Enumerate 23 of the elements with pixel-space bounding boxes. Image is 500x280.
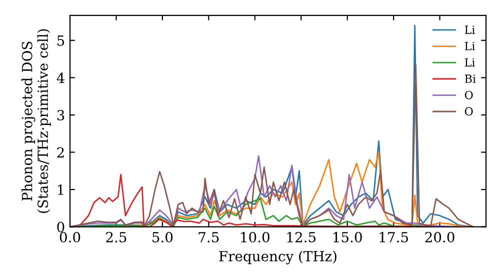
y-axis-title: Phonon projected DOS (States/THz·primitive cell) [22,29,51,213]
y-tick-label: 4 [56,72,64,83]
x-axis-title: Frequency (THz) [219,250,336,264]
y-tick-label: 2 [57,147,64,158]
x-tick-label: 15.0 [334,232,362,242]
x-tick-label: 10.0 [241,232,270,242]
legend-label: Li [464,42,475,50]
y-tick-label: 1 [58,184,64,195]
y-tick-label: 5 [57,36,64,46]
x-tick-label: 2.5 [106,232,126,242]
x-tick-label: 12.5 [287,232,316,242]
legend-label: Li [464,58,475,66]
x-tick-label: 0.0 [60,232,80,242]
legend-label: O [464,90,473,100]
legend-label: O [464,107,473,116]
legend-label: Bi [464,74,476,83]
legend-label: Li [464,26,475,34]
x-tick-label: 7.5 [198,232,219,242]
x-tick-label: 5.0 [152,232,173,242]
y-tick-label: 3 [57,110,64,120]
x-tick-label: 17.5 [380,232,408,242]
x-tick-label: 20.0 [425,232,454,242]
y-tick-label: 0 [57,222,64,232]
